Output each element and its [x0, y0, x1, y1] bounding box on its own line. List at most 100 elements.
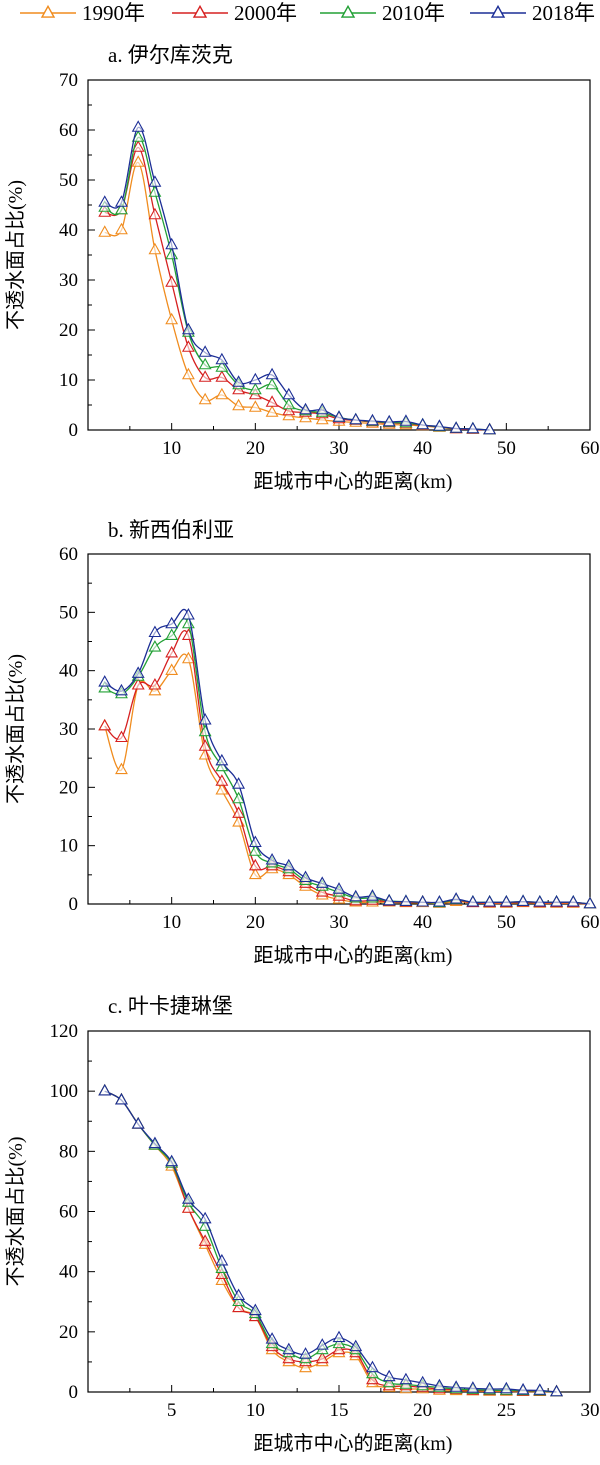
data-point [533, 1383, 547, 1395]
legend-label: 2000年 [234, 1, 297, 25]
y-tick-label: 60 [59, 120, 78, 141]
legend-item: 2018年 [470, 1, 595, 25]
data-point [265, 852, 279, 865]
data-point [282, 403, 296, 416]
y-tick-label: 100 [50, 1081, 79, 1102]
data-point [282, 1342, 296, 1355]
legend-marker [490, 4, 506, 18]
data-point [115, 1092, 128, 1105]
data-point [449, 1380, 463, 1392]
data-point [198, 357, 212, 370]
data-point [432, 419, 446, 431]
data-point [399, 1372, 413, 1385]
data-point [248, 844, 262, 856]
data-point [315, 885, 329, 897]
data-point [248, 867, 262, 880]
data-point [181, 607, 195, 620]
series-line [104, 1090, 557, 1393]
y-axis-label: 不透水面占比(%) [4, 180, 27, 330]
series-1 [98, 155, 497, 435]
series-3 [98, 1083, 563, 1397]
y-axis-label: 不透水面占比(%) [4, 1137, 27, 1287]
data-point [215, 1253, 229, 1266]
data-point [131, 677, 145, 690]
panel-c: c. 叶卡捷琳堡 5 10 15 20 25 30 0 20 40 60 80 100 120 距城市中心的… [4, 994, 600, 1455]
x-tick-label: 15 [330, 1400, 349, 1421]
data-point [198, 1234, 212, 1246]
x-tick-label: 50 [497, 912, 516, 933]
data-point [299, 1347, 312, 1359]
data-point [382, 1375, 396, 1388]
x-tick-label: 20 [413, 1400, 432, 1421]
data-point [299, 870, 312, 883]
data-point [181, 1192, 195, 1204]
data-point [382, 1369, 396, 1382]
series-1 [98, 1083, 563, 1397]
x-tick-label: 50 [497, 438, 516, 459]
data-point [98, 718, 112, 731]
data-point [148, 207, 162, 220]
data-point [98, 225, 112, 237]
data-point [232, 375, 246, 387]
data-point [198, 345, 212, 357]
data-point [198, 739, 212, 751]
data-point [148, 683, 162, 696]
data-point [215, 370, 229, 382]
data-point [382, 893, 396, 906]
data-point [282, 397, 296, 410]
data-point [282, 858, 296, 871]
data-point [416, 1375, 430, 1388]
data-point [432, 1378, 446, 1391]
legend: 1990年 2000年 2010年 2018年 [20, 1, 595, 25]
data-point [382, 414, 396, 427]
data-point [148, 242, 162, 255]
data-point [181, 340, 195, 352]
data-point [215, 774, 229, 786]
data-point [449, 421, 463, 433]
data-point [282, 387, 296, 400]
legend-item: 2010年 [320, 1, 445, 25]
y-tick-label: 10 [59, 836, 78, 857]
series-line [104, 1090, 557, 1393]
series-line [104, 653, 591, 905]
legend-item: 1990年 [20, 1, 145, 25]
data-point [115, 730, 128, 743]
data-point [215, 387, 229, 400]
data-point [416, 417, 430, 430]
x-tick-label: 30 [581, 1400, 600, 1421]
y-tick-label: 40 [59, 1262, 78, 1283]
data-point [299, 402, 312, 415]
data-point [232, 1300, 246, 1313]
data-point [366, 1360, 379, 1373]
data-point [98, 675, 112, 687]
series-line [104, 1090, 557, 1393]
data-point [215, 753, 229, 766]
data-point [366, 1372, 379, 1385]
x-tick-label: 25 [497, 1400, 516, 1421]
plot-frame [87, 79, 591, 431]
y-tick-label: 40 [59, 661, 78, 682]
data-point [315, 412, 329, 425]
data-point [198, 392, 212, 405]
data-point [115, 683, 128, 696]
data-point [483, 1381, 497, 1394]
data-point [265, 395, 279, 407]
data-point [315, 1338, 329, 1350]
data-point [366, 1366, 379, 1379]
data-point [181, 322, 195, 335]
x-tick-label: 10 [246, 1400, 265, 1421]
data-point [349, 412, 363, 425]
data-point [148, 625, 162, 638]
x-tick-label: 10 [162, 438, 181, 459]
chart-title: b. 新西伯利亚 [108, 518, 234, 542]
series-2 [98, 1083, 563, 1397]
data-point [232, 1288, 246, 1301]
data-point [265, 405, 279, 417]
data-point [232, 791, 246, 804]
data-point [165, 312, 179, 325]
legend-marker [340, 4, 356, 18]
y-tick-label: 120 [50, 1021, 79, 1042]
data-point [265, 377, 279, 390]
data-point [131, 120, 145, 132]
